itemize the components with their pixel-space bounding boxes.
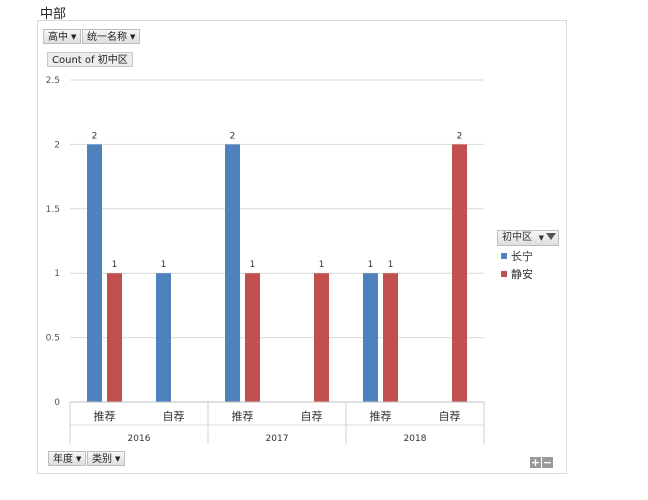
legend-swatch (501, 253, 507, 259)
x-category-label: 自荐 (163, 410, 185, 423)
pivot-chart (37, 20, 567, 474)
x-group-label: 2017 (266, 434, 289, 444)
dropdown-arrow-icon: ▼ (130, 33, 136, 41)
axis-field-label: 类别 (92, 454, 112, 465)
sheet-title: 中部 (40, 7, 67, 22)
dropdown-arrow-icon: ▼ (538, 234, 544, 242)
filter-button-high-school[interactable]: 高中 ▼ (43, 29, 82, 44)
legend-field-label: 初中区 (502, 232, 532, 243)
data-label: 1 (250, 260, 256, 270)
bar-长宁-2016-推荐[interactable] (87, 144, 102, 402)
bar-静安-2018-自荐[interactable] (452, 144, 467, 402)
y-tick-label: 1 (54, 269, 60, 279)
legend: 初中区 ▼ 长宁 静安 (497, 230, 559, 282)
zoom-controls: + − (529, 451, 553, 470)
x-group-label: 2018 (404, 434, 427, 444)
y-tick-label: 0 (54, 398, 60, 408)
legend-item-jingan: 静安 (501, 268, 559, 282)
filter-label: 高中 (48, 32, 68, 43)
data-label: 1 (388, 260, 394, 270)
y-tick-label: 0.5 (46, 334, 60, 344)
x-category-label: 推荐 (232, 409, 254, 423)
legend-item-label: 静安 (511, 268, 533, 281)
dropdown-arrow-icon: ▼ (76, 455, 82, 463)
filter-button-unified-name[interactable]: 统一名称 ▼ (82, 29, 141, 44)
bar-静安-2017-自荐[interactable] (314, 273, 329, 402)
legend-field-button[interactable]: 初中区 ▼ (497, 230, 559, 246)
x-category-label: 推荐 (370, 409, 392, 423)
bar-长宁-2017-推荐[interactable] (225, 144, 240, 402)
y-tick-label: 1.5 (46, 205, 60, 215)
legend-swatch (501, 271, 507, 277)
data-label: 2 (92, 131, 98, 141)
bar-静安-2017-推荐[interactable] (245, 273, 260, 402)
y-tick-label: 2 (54, 140, 60, 150)
legend-item-label: 长宁 (511, 250, 533, 263)
bar-静安-2018-推荐[interactable] (383, 273, 398, 402)
y-tick-label: 2.5 (46, 76, 60, 86)
data-label: 2 (230, 131, 236, 141)
dropdown-arrow-icon: ▼ (71, 33, 77, 41)
axis-field-button-year[interactable]: 年度 ▼ (48, 451, 87, 466)
data-label: 1 (368, 260, 374, 270)
axis-field-button-category[interactable]: 类别 ▼ (87, 451, 126, 466)
collapse-icon[interactable]: − (542, 456, 553, 469)
bar-长宁-2018-推荐[interactable] (363, 273, 378, 402)
data-label: 1 (161, 260, 167, 270)
bar-长宁-2016-自荐[interactable] (156, 273, 171, 402)
x-group-label: 2016 (128, 434, 151, 444)
axis-field-label: 年度 (53, 454, 73, 465)
x-category-label: 自荐 (439, 410, 461, 423)
data-label: 1 (112, 260, 118, 270)
legend-item-changning: 长宁 (501, 250, 559, 264)
dropdown-arrow-icon: ▼ (115, 455, 121, 463)
x-category-label: 自荐 (301, 410, 323, 423)
filter-label: 统一名称 (87, 32, 127, 43)
expand-icon[interactable]: + (530, 456, 541, 469)
x-category-label: 推荐 (94, 409, 116, 423)
value-field-button[interactable]: Count of 初中区 (47, 52, 133, 67)
bar-静安-2016-推荐[interactable] (107, 273, 122, 402)
filter-icon (546, 233, 556, 240)
data-label: 1 (319, 260, 325, 270)
data-label: 2 (457, 131, 463, 141)
